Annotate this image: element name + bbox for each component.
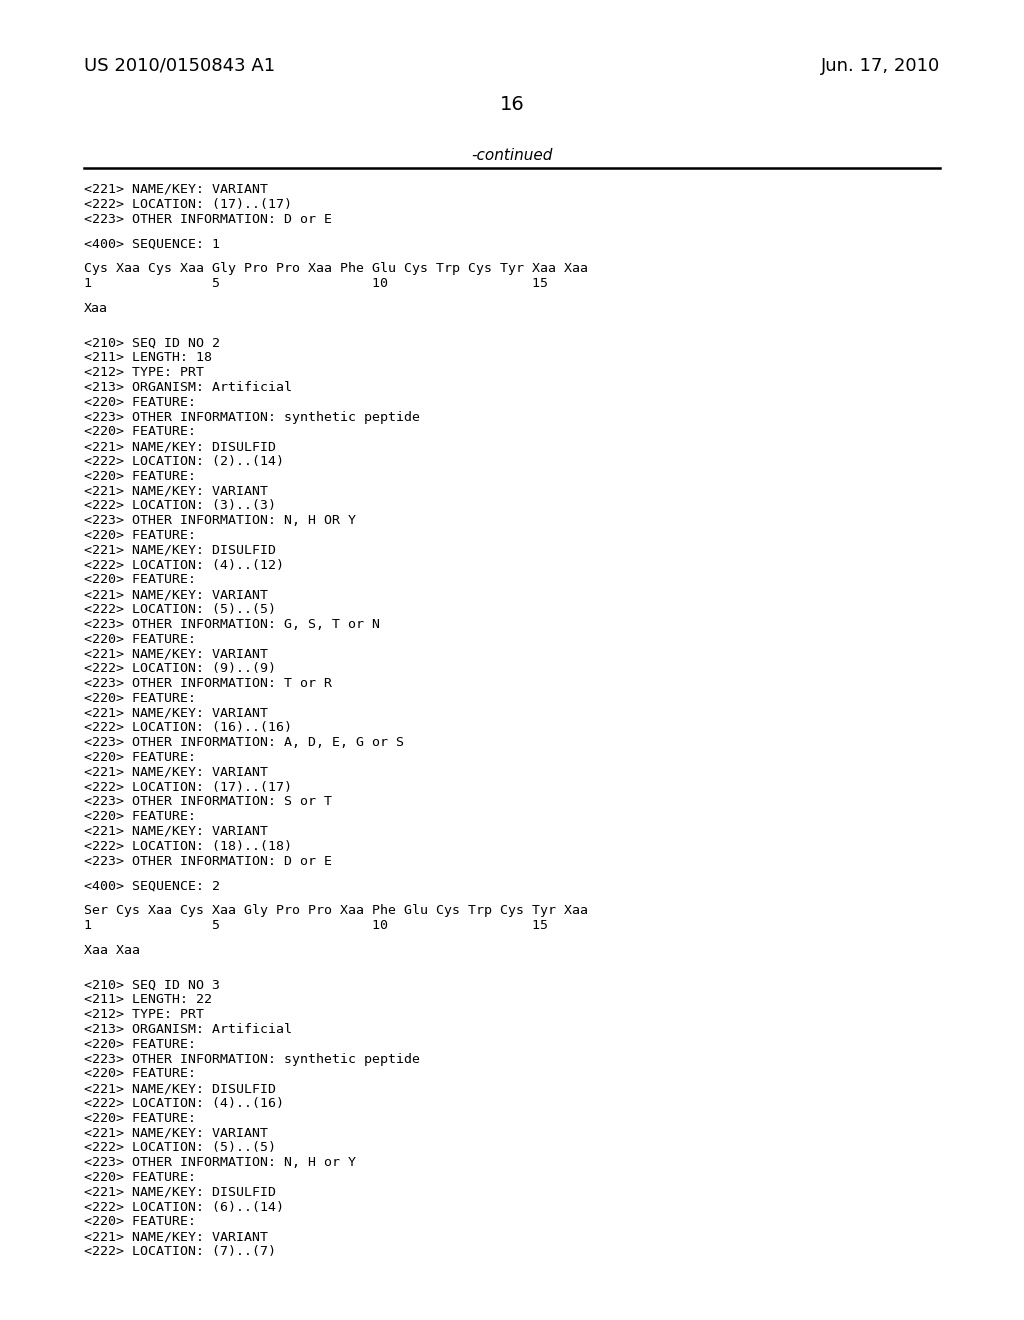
- Text: <220> FEATURE:: <220> FEATURE:: [84, 470, 196, 483]
- Text: <223> OTHER INFORMATION: S or T: <223> OTHER INFORMATION: S or T: [84, 796, 332, 808]
- Text: <222> LOCATION: (17)..(17): <222> LOCATION: (17)..(17): [84, 198, 292, 211]
- Text: <221> NAME/KEY: VARIANT: <221> NAME/KEY: VARIANT: [84, 825, 268, 838]
- Text: <210> SEQ ID NO 3: <210> SEQ ID NO 3: [84, 978, 220, 991]
- Text: <221> NAME/KEY: VARIANT: <221> NAME/KEY: VARIANT: [84, 766, 268, 779]
- Text: <220> FEATURE:: <220> FEATURE:: [84, 573, 196, 586]
- Text: 16: 16: [500, 95, 524, 114]
- Text: <400> SEQUENCE: 1: <400> SEQUENCE: 1: [84, 238, 220, 251]
- Text: <220> FEATURE:: <220> FEATURE:: [84, 692, 196, 705]
- Text: <223> OTHER INFORMATION: N, H or Y: <223> OTHER INFORMATION: N, H or Y: [84, 1156, 356, 1170]
- Text: Xaa: Xaa: [84, 302, 108, 314]
- Text: <222> LOCATION: (17)..(17): <222> LOCATION: (17)..(17): [84, 780, 292, 793]
- Text: <222> LOCATION: (4)..(16): <222> LOCATION: (4)..(16): [84, 1097, 284, 1110]
- Text: <222> LOCATION: (3)..(3): <222> LOCATION: (3)..(3): [84, 499, 276, 512]
- Text: <221> NAME/KEY: VARIANT: <221> NAME/KEY: VARIANT: [84, 647, 268, 660]
- Text: <220> FEATURE:: <220> FEATURE:: [84, 1038, 196, 1051]
- Text: <220> FEATURE:: <220> FEATURE:: [84, 529, 196, 543]
- Text: <223> OTHER INFORMATION: N, H OR Y: <223> OTHER INFORMATION: N, H OR Y: [84, 515, 356, 527]
- Text: <223> OTHER INFORMATION: D or E: <223> OTHER INFORMATION: D or E: [84, 213, 332, 226]
- Text: <210> SEQ ID NO 2: <210> SEQ ID NO 2: [84, 337, 220, 350]
- Text: -continued: -continued: [471, 148, 553, 162]
- Text: <222> LOCATION: (4)..(12): <222> LOCATION: (4)..(12): [84, 558, 284, 572]
- Text: <211> LENGTH: 18: <211> LENGTH: 18: [84, 351, 212, 364]
- Text: <212> TYPE: PRT: <212> TYPE: PRT: [84, 1008, 204, 1022]
- Text: <223> OTHER INFORMATION: synthetic peptide: <223> OTHER INFORMATION: synthetic pepti…: [84, 1052, 420, 1065]
- Text: <221> NAME/KEY: VARIANT: <221> NAME/KEY: VARIANT: [84, 589, 268, 601]
- Text: <220> FEATURE:: <220> FEATURE:: [84, 1111, 196, 1125]
- Text: <223> OTHER INFORMATION: A, D, E, G or S: <223> OTHER INFORMATION: A, D, E, G or S: [84, 737, 403, 750]
- Text: <221> NAME/KEY: DISULFID: <221> NAME/KEY: DISULFID: [84, 1082, 276, 1096]
- Text: <221> NAME/KEY: DISULFID: <221> NAME/KEY: DISULFID: [84, 440, 276, 453]
- Text: <222> LOCATION: (16)..(16): <222> LOCATION: (16)..(16): [84, 722, 292, 734]
- Text: Jun. 17, 2010: Jun. 17, 2010: [821, 57, 940, 75]
- Text: <221> NAME/KEY: VARIANT: <221> NAME/KEY: VARIANT: [84, 706, 268, 719]
- Text: <223> OTHER INFORMATION: D or E: <223> OTHER INFORMATION: D or E: [84, 854, 332, 867]
- Text: <220> FEATURE:: <220> FEATURE:: [84, 425, 196, 438]
- Text: <221> NAME/KEY: VARIANT: <221> NAME/KEY: VARIANT: [84, 484, 268, 498]
- Text: <222> LOCATION: (18)..(18): <222> LOCATION: (18)..(18): [84, 840, 292, 853]
- Text: <221> NAME/KEY: VARIANT: <221> NAME/KEY: VARIANT: [84, 1126, 268, 1139]
- Text: Xaa Xaa: Xaa Xaa: [84, 944, 140, 957]
- Text: <221> NAME/KEY: DISULFID: <221> NAME/KEY: DISULFID: [84, 544, 276, 557]
- Text: <220> FEATURE:: <220> FEATURE:: [84, 1171, 196, 1184]
- Text: <220> FEATURE:: <220> FEATURE:: [84, 810, 196, 824]
- Text: <221> NAME/KEY: VARIANT: <221> NAME/KEY: VARIANT: [84, 1230, 268, 1243]
- Text: <220> FEATURE:: <220> FEATURE:: [84, 632, 196, 645]
- Text: 1               5                   10                  15: 1 5 10 15: [84, 277, 548, 290]
- Text: <223> OTHER INFORMATION: T or R: <223> OTHER INFORMATION: T or R: [84, 677, 332, 690]
- Text: <213> ORGANISM: Artificial: <213> ORGANISM: Artificial: [84, 381, 292, 393]
- Text: <221> NAME/KEY: VARIANT: <221> NAME/KEY: VARIANT: [84, 183, 268, 195]
- Text: <211> LENGTH: 22: <211> LENGTH: 22: [84, 994, 212, 1006]
- Text: <223> OTHER INFORMATION: G, S, T or N: <223> OTHER INFORMATION: G, S, T or N: [84, 618, 380, 631]
- Text: Ser Cys Xaa Cys Xaa Gly Pro Pro Xaa Phe Glu Cys Trp Cys Tyr Xaa: Ser Cys Xaa Cys Xaa Gly Pro Pro Xaa Phe …: [84, 904, 588, 917]
- Text: <221> NAME/KEY: DISULFID: <221> NAME/KEY: DISULFID: [84, 1185, 276, 1199]
- Text: <222> LOCATION: (5)..(5): <222> LOCATION: (5)..(5): [84, 1142, 276, 1155]
- Text: <213> ORGANISM: Artificial: <213> ORGANISM: Artificial: [84, 1023, 292, 1036]
- Text: <400> SEQUENCE: 2: <400> SEQUENCE: 2: [84, 879, 220, 892]
- Text: <220> FEATURE:: <220> FEATURE:: [84, 1216, 196, 1229]
- Text: <223> OTHER INFORMATION: synthetic peptide: <223> OTHER INFORMATION: synthetic pepti…: [84, 411, 420, 424]
- Text: <222> LOCATION: (6)..(14): <222> LOCATION: (6)..(14): [84, 1201, 284, 1213]
- Text: <220> FEATURE:: <220> FEATURE:: [84, 1068, 196, 1080]
- Text: US 2010/0150843 A1: US 2010/0150843 A1: [84, 57, 275, 75]
- Text: <222> LOCATION: (9)..(9): <222> LOCATION: (9)..(9): [84, 663, 276, 676]
- Text: <222> LOCATION: (7)..(7): <222> LOCATION: (7)..(7): [84, 1245, 276, 1258]
- Text: <220> FEATURE:: <220> FEATURE:: [84, 751, 196, 764]
- Text: <222> LOCATION: (2)..(14): <222> LOCATION: (2)..(14): [84, 455, 284, 469]
- Text: <212> TYPE: PRT: <212> TYPE: PRT: [84, 366, 204, 379]
- Text: 1               5                   10                  15: 1 5 10 15: [84, 919, 548, 932]
- Text: Cys Xaa Cys Xaa Gly Pro Pro Xaa Phe Glu Cys Trp Cys Tyr Xaa Xaa: Cys Xaa Cys Xaa Gly Pro Pro Xaa Phe Glu …: [84, 263, 588, 275]
- Text: <220> FEATURE:: <220> FEATURE:: [84, 396, 196, 409]
- Text: <222> LOCATION: (5)..(5): <222> LOCATION: (5)..(5): [84, 603, 276, 616]
